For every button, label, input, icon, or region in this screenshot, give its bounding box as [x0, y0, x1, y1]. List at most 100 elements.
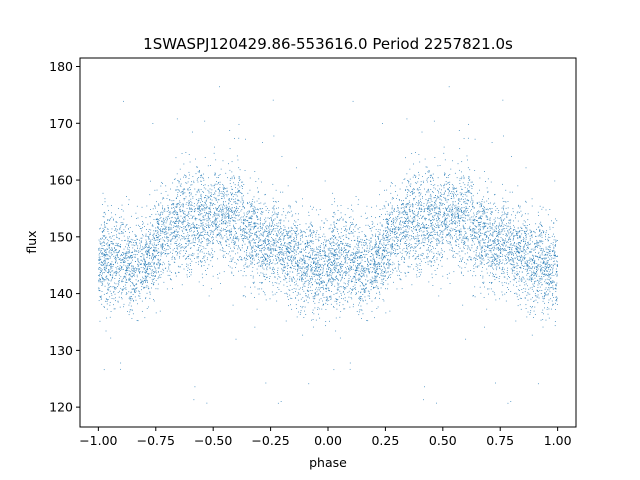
- data-point: [493, 204, 494, 205]
- data-point: [160, 259, 161, 260]
- data-point: [405, 189, 406, 190]
- data-point: [474, 219, 475, 220]
- data-point: [233, 199, 234, 200]
- data-point: [449, 249, 450, 250]
- data-point: [287, 268, 288, 269]
- data-point: [435, 195, 436, 196]
- data-point: [132, 273, 133, 274]
- data-point: [272, 231, 273, 232]
- data-point: [226, 205, 227, 206]
- data-point: [191, 194, 192, 195]
- data-point: [338, 279, 339, 280]
- data-point: [298, 266, 299, 267]
- data-point: [156, 235, 157, 236]
- data-point: [435, 224, 436, 225]
- data-point: [102, 231, 103, 232]
- data-point: [122, 269, 123, 270]
- data-point: [363, 254, 364, 255]
- data-point: [180, 206, 181, 207]
- data-point: [388, 203, 389, 204]
- data-point: [333, 212, 334, 213]
- data-point: [323, 251, 324, 252]
- data-point: [438, 185, 439, 186]
- data-point: [420, 189, 421, 190]
- data-point: [322, 282, 323, 283]
- data-point: [458, 246, 459, 247]
- data-point: [508, 207, 509, 208]
- data-point: [251, 235, 252, 236]
- data-point: [183, 190, 184, 191]
- data-point: [160, 215, 161, 216]
- data-point: [268, 228, 269, 229]
- data-point: [495, 254, 496, 255]
- data-point: [507, 214, 508, 215]
- data-point: [473, 224, 474, 225]
- data-point: [137, 258, 138, 259]
- data-point: [304, 283, 305, 284]
- data-point: [381, 279, 382, 280]
- data-point: [326, 269, 327, 270]
- data-point: [118, 269, 119, 270]
- data-point: [470, 202, 471, 203]
- data-point: [217, 235, 218, 236]
- data-point: [105, 252, 106, 253]
- data-point: [405, 236, 406, 237]
- data-point: [376, 241, 377, 242]
- data-point: [236, 264, 237, 265]
- data-point: [264, 263, 265, 264]
- data-point: [129, 298, 130, 299]
- data-point: [102, 246, 103, 247]
- data-point: [473, 201, 474, 202]
- data-point: [180, 202, 181, 203]
- data-point: [207, 259, 208, 260]
- data-point: [255, 212, 256, 213]
- data-point: [436, 200, 437, 201]
- data-point: [498, 247, 499, 248]
- data-point: [258, 259, 259, 260]
- data-point: [296, 167, 297, 168]
- data-point: [177, 194, 178, 195]
- data-point: [475, 260, 476, 261]
- data-point: [546, 210, 547, 211]
- data-point: [102, 281, 103, 282]
- data-point: [157, 230, 158, 231]
- data-point: [179, 228, 180, 229]
- data-point: [548, 293, 549, 294]
- data-point: [251, 203, 252, 204]
- data-point: [274, 224, 275, 225]
- data-point: [510, 241, 511, 242]
- data-point: [468, 260, 469, 261]
- data-point: [335, 301, 336, 302]
- data-point: [441, 237, 442, 238]
- data-point: [189, 235, 190, 236]
- data-point: [99, 280, 100, 281]
- data-point: [161, 256, 162, 257]
- data-point: [364, 289, 365, 290]
- data-point: [260, 245, 261, 246]
- data-point: [258, 192, 259, 193]
- data-point: [288, 228, 289, 229]
- data-point: [402, 253, 403, 254]
- data-point: [314, 295, 315, 296]
- data-point: [98, 248, 99, 249]
- data-point: [143, 223, 144, 224]
- data-point: [264, 230, 265, 231]
- data-point: [210, 241, 211, 242]
- data-point: [377, 255, 378, 256]
- data-point: [143, 263, 144, 264]
- data-point: [145, 276, 146, 277]
- data-point: [305, 255, 306, 256]
- data-point: [452, 187, 453, 188]
- data-point: [497, 256, 498, 257]
- data-point: [312, 290, 313, 291]
- data-point: [355, 270, 356, 271]
- data-point: [511, 254, 512, 255]
- data-point: [253, 210, 254, 211]
- data-point: [195, 159, 196, 160]
- data-point: [416, 274, 417, 275]
- data-point: [300, 230, 301, 231]
- data-point: [271, 233, 272, 234]
- data-point: [417, 182, 418, 183]
- data-point: [309, 281, 310, 282]
- data-point: [321, 267, 322, 268]
